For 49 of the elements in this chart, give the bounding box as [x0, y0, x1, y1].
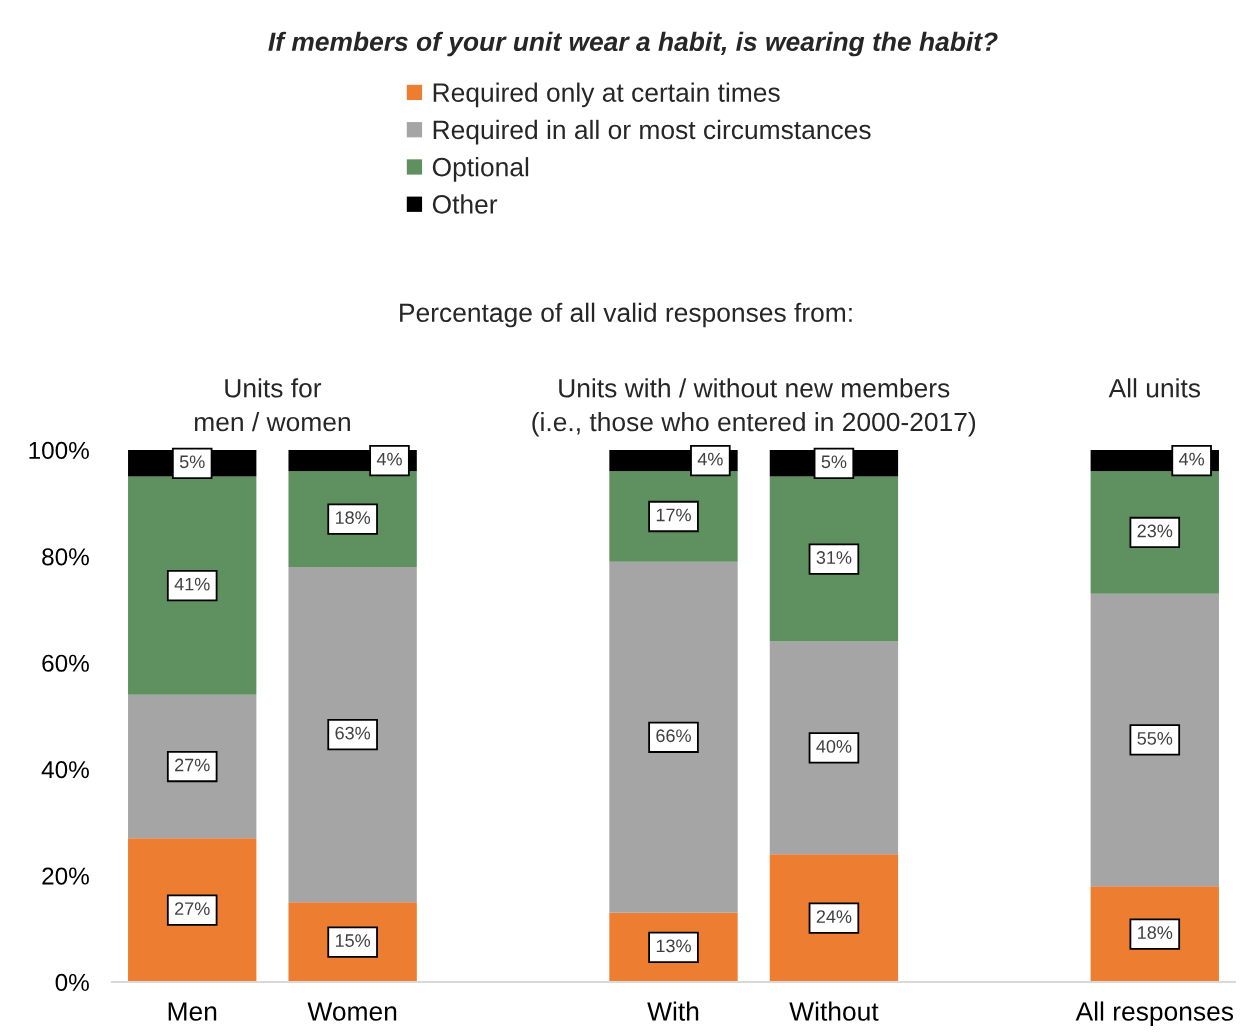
text: Units with / without new members (i.e., those who entered in 2000-2017) [532, 378, 976, 437]
legend-label: Required only at certain times [433, 82, 780, 108]
x-tick-label: Women [307, 1002, 397, 1021]
data-label: 4% [376, 452, 402, 466]
data-label: 27% [175, 902, 210, 915]
y-tick-label: 0% [55, 973, 89, 992]
bar [769, 476, 899, 642]
x-tick-label: Men [168, 1002, 217, 1021]
data-label: 23% [1137, 524, 1173, 538]
data-label: 27% [175, 758, 210, 772]
data-label: 5% [179, 455, 205, 469]
data-label: 4% [697, 452, 723, 466]
data-label: 5% [821, 455, 847, 469]
data-label: 63% [335, 726, 371, 740]
chart-title: If members of your unit wear a habit, is wearing the habit? [268, 31, 998, 57]
data-label: 13% [656, 939, 691, 953]
legend-label: Required in all or most circumstances [433, 119, 871, 145]
data-label: 24% [816, 910, 852, 923]
legend-label: Optional [432, 157, 529, 182]
bar [128, 694, 257, 839]
data-label: 41% [174, 577, 210, 591]
legend-label: Other [432, 194, 498, 214]
bar [288, 567, 417, 903]
x-tick-label: Without [789, 1001, 879, 1021]
data-label: 18% [335, 511, 371, 525]
y-tick-label: 40% [41, 761, 89, 779]
data-label: 55% [1137, 732, 1173, 745]
bar [769, 641, 899, 855]
data-label: 18% [1138, 926, 1173, 939]
data-label: 40% [816, 739, 852, 753]
data-label: 4% [1179, 452, 1205, 466]
x-tick-label: All responses [1075, 1001, 1234, 1027]
bar [1090, 593, 1219, 887]
chart-subtitle: Percentage of all valid responses from: [400, 302, 852, 328]
x-tick-label: With [647, 1001, 699, 1021]
y-tick-label: 20% [42, 867, 89, 885]
y-tick-label: 60% [42, 654, 89, 672]
data-label: 66% [656, 729, 691, 743]
y-tick-label: 80% [42, 548, 89, 566]
data-label: 17% [656, 508, 691, 522]
text: Units for men / women [194, 378, 350, 432]
y-tick-label: 100% [29, 441, 89, 460]
data-label: 31% [816, 551, 852, 564]
text: All units [1108, 378, 1201, 398]
bar [128, 476, 257, 695]
bar [128, 838, 257, 982]
bar [769, 854, 899, 982]
bar [609, 561, 738, 913]
data-label: 15% [335, 934, 371, 947]
